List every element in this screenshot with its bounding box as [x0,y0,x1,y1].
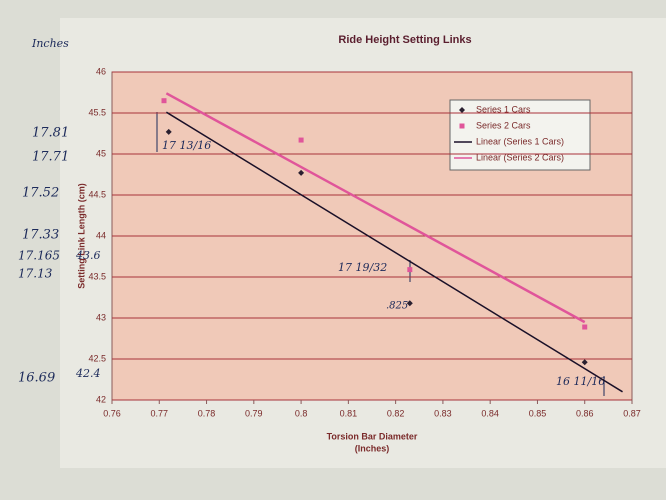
handwritten-note: 16 11/16 [556,375,605,388]
x-tick-label: 0.77 [151,408,169,418]
point [298,169,305,176]
handwritten-note: Inches [31,37,69,50]
x-tick-label: 0.86 [576,408,594,418]
x-tick-label: 0.87 [623,408,641,418]
point [406,300,413,307]
handwritten-note: 17.81 [32,126,69,141]
y-axis-label: Setting Link Length (cm) [76,183,86,289]
x-tick-label: 0.79 [245,408,263,418]
point [582,324,588,330]
y-tick-label: 42.5 [88,353,106,363]
handwritten-note: 17.13 [18,267,53,281]
handwritten-note: 17.71 [32,150,69,165]
x-axis-label: (Inches) [355,443,390,453]
handwritten-note: 16.69 [18,371,55,386]
x-tick-label: 0.81 [340,408,358,418]
x-tick-label: 0.85 [529,408,547,418]
legend-marker [459,107,465,113]
legend [449,99,591,171]
handwritten-note: 17 19/32 [338,261,387,274]
y-tick-label: 46 [96,66,106,76]
y-tick-label: 44 [96,230,106,240]
legend-label: Series 1 Cars [476,104,531,114]
point [581,359,588,366]
handwritten-note: 17.33 [22,228,59,243]
legend-label: Linear (Series 2 Cars) [476,152,564,162]
point [298,137,304,143]
legend-label: Linear (Series 1 Cars) [476,136,564,146]
point [161,98,167,104]
point [407,267,413,273]
handwritten-note: .825 [386,301,408,312]
y-tick-label: 45.5 [88,107,106,117]
y-tick-label: 44.5 [88,189,106,199]
x-tick-label: 0.8 [295,408,308,418]
chart-title: Ride Height Setting Links [338,34,471,46]
point [165,128,172,135]
x-tick-label: 0.78 [198,408,216,418]
handwritten-note: 17.165 [18,249,60,263]
handwritten-note: 43.6 [75,249,101,262]
y-tick-label: 43 [96,312,106,322]
legend-marker [459,123,465,129]
x-tick-label: 0.83 [434,408,452,418]
legend-label: Series 2 Cars [476,120,531,130]
trend-line [165,111,623,393]
x-tick-label: 0.82 [387,408,405,418]
handwritten-note: 17.52 [22,186,59,201]
y-tick-label: 45 [96,148,106,158]
handwritten-note: 17 13/16 [162,139,211,152]
trend-line [165,92,586,324]
y-tick-label: 42 [96,394,106,404]
x-tick-label: 0.76 [103,408,121,418]
y-tick-label: 43.5 [88,271,106,281]
x-tick-label: 0.84 [481,408,499,418]
x-axis-label: Torsion Bar Diameter [327,431,418,441]
handwritten-note: 42.4 [75,367,101,380]
